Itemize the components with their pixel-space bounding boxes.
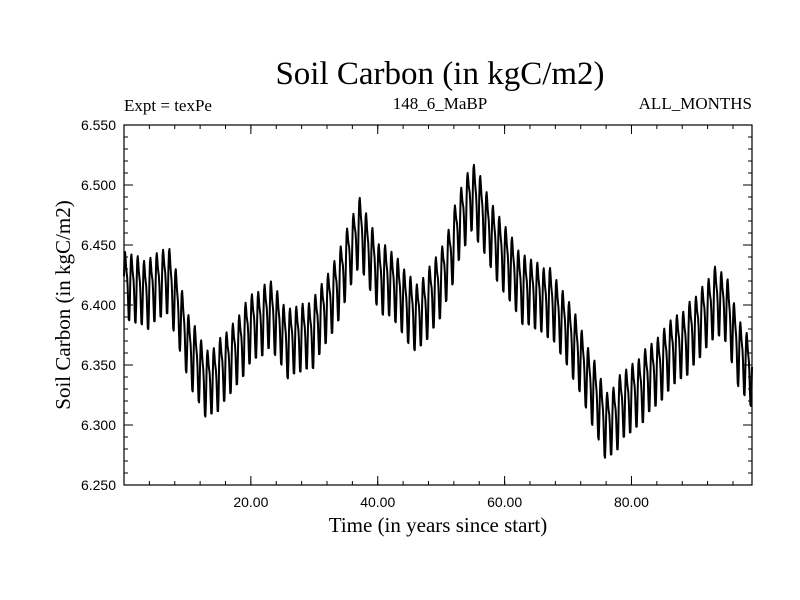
y-tick-label: 6.250 xyxy=(81,477,116,493)
x-axis-title: Time (in years since start) xyxy=(329,513,548,537)
tick-labels: 6.250 6.300 6.350 6.400 6.450 6.500 6.550 20.00… xyxy=(81,117,649,510)
y-axis-title: Soil Carbon (in kgC/m2) xyxy=(51,200,75,409)
chart-title: Soil Carbon (in kgC/m2) xyxy=(275,56,605,92)
y-tick-label: 6.450 xyxy=(81,237,116,253)
x-tick-label: 40.00 xyxy=(360,494,395,510)
plot-frame xyxy=(123,124,753,486)
experiment-label: Expt = texPe xyxy=(124,96,212,115)
y-tick-label: 6.350 xyxy=(81,357,116,373)
y-tick-label: 6.400 xyxy=(81,297,116,313)
y-tick-label: 6.500 xyxy=(81,177,116,193)
series-line-soil-carbon xyxy=(123,163,753,459)
x-tick-label: 20.00 xyxy=(233,494,268,510)
months-label: ALL_MONTHS xyxy=(638,94,752,113)
y-tick-label: 6.550 xyxy=(81,117,116,133)
axis-ticks xyxy=(123,124,752,486)
y-tick-label: 6.300 xyxy=(81,417,116,433)
x-tick-label: 80.00 xyxy=(614,494,649,510)
x-tick-label: 60.00 xyxy=(487,494,522,510)
period-label: 148_6_MaBP xyxy=(392,94,488,113)
